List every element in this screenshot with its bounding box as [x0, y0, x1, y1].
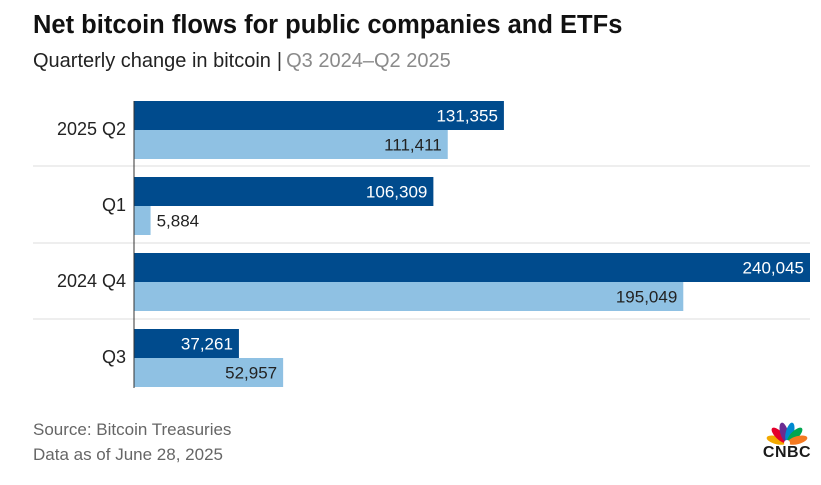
- data-label: 111,411: [384, 136, 442, 155]
- bar: [134, 358, 284, 387]
- category-label: Q1: [102, 195, 126, 215]
- bar: [134, 329, 239, 358]
- bar: [134, 282, 684, 311]
- source-note: Source: Bitcoin Treasuries: [33, 420, 232, 439]
- bar: [134, 206, 151, 235]
- cnbc-logo: CNBC: [758, 418, 816, 466]
- chart-subtitle: Quarterly change in bitcoin | Q3 2024–Q2 2…: [33, 50, 451, 73]
- bar: [134, 253, 810, 282]
- subtitle-separator: |: [276, 50, 283, 72]
- data-label: 106,309: [366, 183, 427, 202]
- data-label: 131,355: [436, 107, 497, 126]
- bar: [134, 130, 448, 159]
- bar: [134, 101, 504, 130]
- subtitle-period: Q3 2024–Q2 2025: [286, 50, 451, 72]
- subtitle-main: Quarterly change in bitcoin: [33, 50, 271, 72]
- chart-title: Net bitcoin flows for public companies a…: [33, 11, 623, 39]
- category-label: 2024 Q4: [57, 271, 126, 291]
- category-label: Q3: [102, 347, 126, 367]
- data-label: 240,045: [743, 259, 804, 278]
- data-date-note: Data as of June 28, 2025: [33, 445, 223, 464]
- data-label: 195,049: [616, 288, 677, 307]
- data-label: 5,884: [157, 212, 200, 231]
- bar: [134, 177, 434, 206]
- data-label: 37,261: [181, 335, 233, 354]
- cnbc-logo-text: CNBC: [762, 444, 812, 461]
- data-label: 52,957: [225, 364, 277, 383]
- cnbc-peacock-icon: [766, 422, 808, 446]
- category-label: 2025 Q2: [57, 119, 126, 139]
- bar-chart: 2025 Q2 131,355 111,411 Q1 106,309 5,884 2024 …: [33, 101, 810, 388]
